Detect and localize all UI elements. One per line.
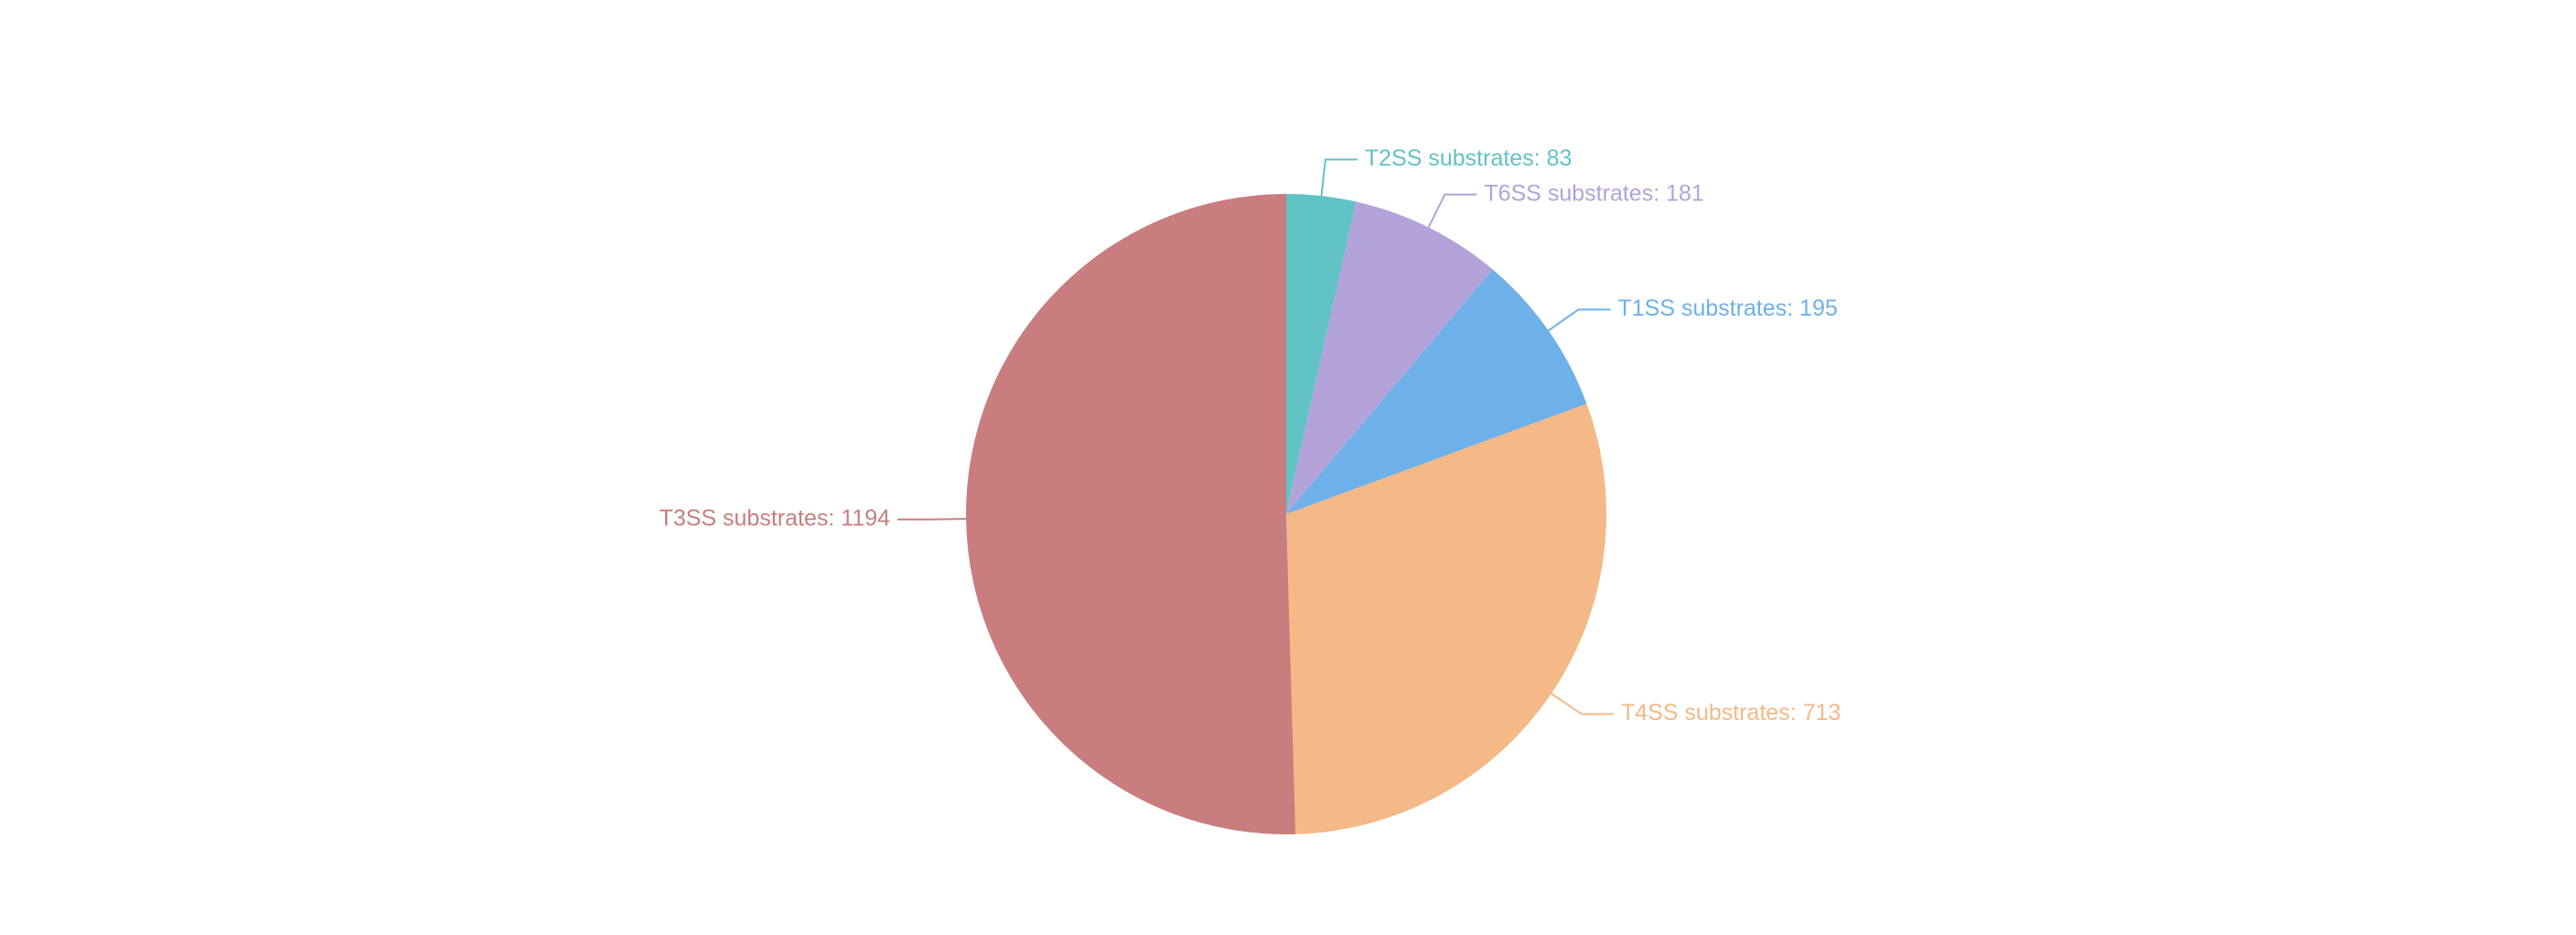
slice-label: T4SS substrates: 713 (1621, 700, 1841, 725)
slice-label: T1SS substrates: 195 (1617, 296, 1837, 321)
pie-slice (1286, 269, 1587, 514)
pie-slice (1286, 194, 1357, 514)
slice-label: T6SS substrates: 181 (1484, 180, 1703, 206)
label-line (1551, 693, 1615, 715)
label-line (897, 518, 967, 521)
pie-slice (966, 194, 1296, 834)
pie-slice (1286, 201, 1493, 514)
label-line (1427, 193, 1477, 228)
label-line (1548, 308, 1611, 332)
pie-slice (1286, 403, 1606, 834)
slice-label: T3SS substrates: 1194 (660, 505, 891, 531)
label-line (1320, 158, 1358, 197)
slice-label: T2SS substrates: 83 (1365, 145, 1572, 171)
